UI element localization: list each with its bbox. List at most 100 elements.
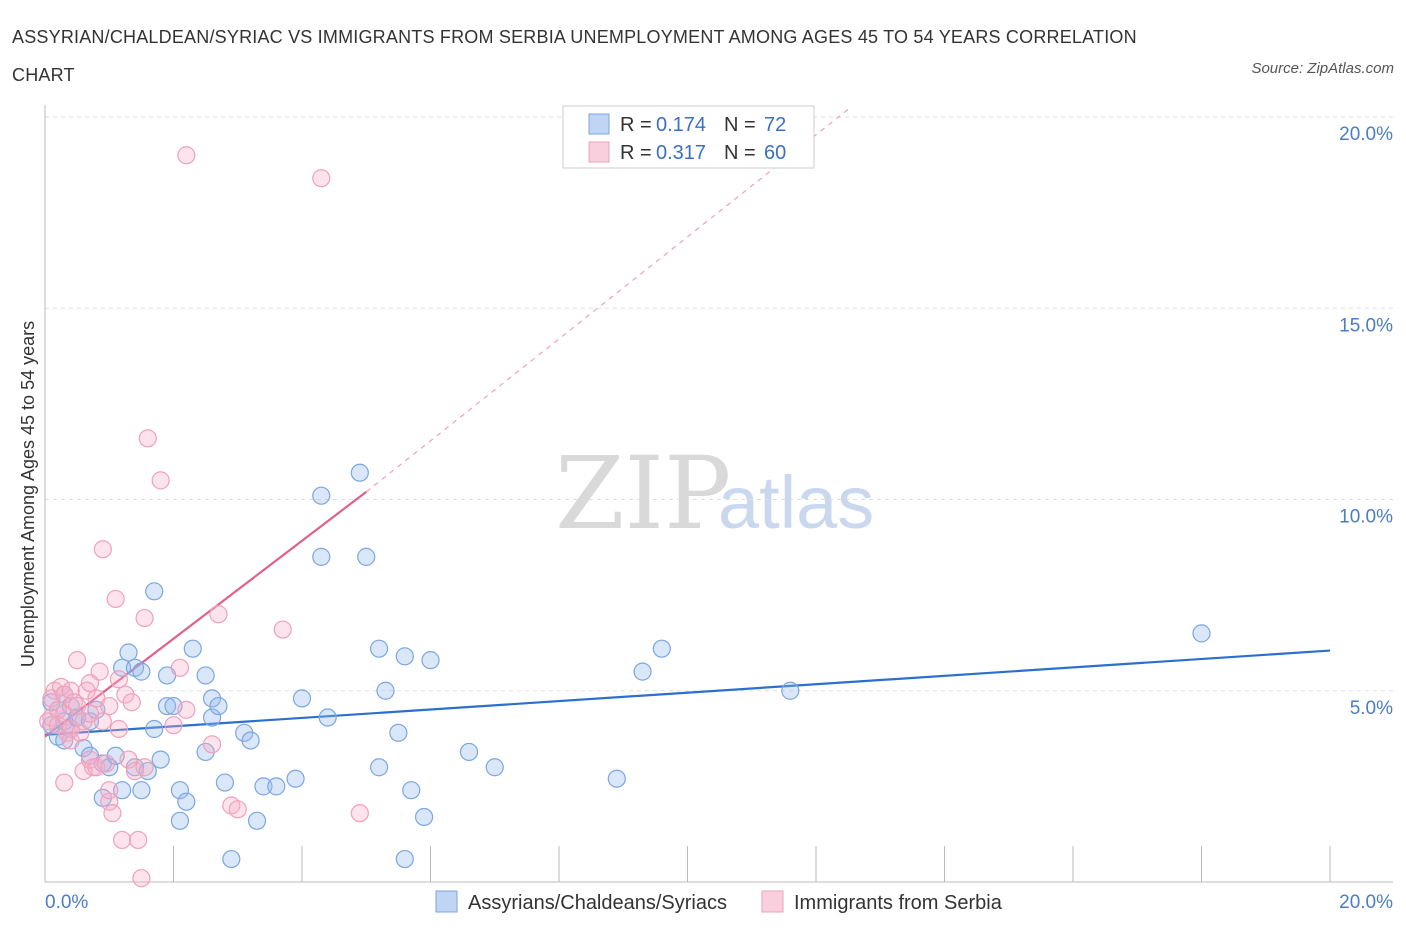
watermark-zip: ZIP: [555, 435, 731, 552]
y-tick-labels: 5.0% 10.0% 15.0% 20.0%: [1339, 124, 1393, 719]
assyrian-point: [254, 777, 273, 796]
serbia-point: [103, 804, 122, 823]
assyrian-point: [222, 849, 241, 869]
assyrian-point: [485, 758, 504, 777]
legend-box: R = 0.174 N = 72 R = 0.317 N = 60: [562, 105, 815, 169]
x-tick-label-max: 20.0%: [1339, 892, 1393, 913]
axes: [44, 105, 1393, 883]
chart-title: ASSYRIAN/CHALDEAN/SYRIAC VS IMMIGRANTS F…: [12, 27, 1137, 85]
chart-source: Source: ZipAtlas.com: [1251, 60, 1394, 77]
serbia-point: [71, 723, 90, 742]
assyrian-point: [312, 547, 331, 566]
assyrian-point: [241, 731, 260, 750]
assyrian-point: [209, 696, 228, 716]
x-tick-label-min: 0.0%: [45, 892, 88, 913]
assyrian-point: [151, 750, 170, 769]
assyrian-point: [652, 639, 671, 658]
serbia-point: [100, 781, 119, 800]
serbia-point: [90, 662, 109, 681]
assyrian-point: [1192, 624, 1211, 643]
assyrian-point: [177, 792, 196, 811]
serbia-point: [125, 761, 145, 781]
serbia-point: [112, 830, 132, 850]
assyrian-point: [119, 643, 138, 662]
serbia-point: [61, 681, 80, 700]
serbia-point: [119, 750, 138, 769]
bottom-legend-label-1: Assyrians/Chaldeans/Syriacs: [468, 892, 727, 914]
y-axis-title: Unemployment Among Ages 45 to 54 years: [18, 321, 38, 667]
assyrian-point: [157, 696, 177, 716]
y-tick-label-2: 15.0%: [1339, 315, 1393, 336]
x-tick-labels: 0.0% 20.0%: [45, 892, 1393, 913]
serbia-point: [164, 716, 183, 735]
data-points: [39, 146, 1211, 888]
assyrian-point: [247, 811, 267, 830]
serbia-point: [135, 758, 154, 777]
assyrian-point: [370, 639, 389, 658]
bottom-legend-label-2: Immigrants from Serbia: [794, 892, 1003, 914]
legend-n-value-1: 72: [764, 114, 786, 136]
assyrian-point: [170, 811, 190, 830]
bottom-legend-swatch-blue: [435, 890, 458, 913]
assyrian-point: [633, 662, 652, 681]
assyrian-point: [145, 719, 164, 739]
serbia-point: [129, 830, 148, 850]
serbia-trend-line: [44, 490, 367, 738]
serbia-point: [61, 731, 80, 750]
serbia-point: [350, 804, 369, 823]
serbia-point: [209, 605, 228, 624]
serbia-point: [177, 146, 196, 165]
assyrian-point: [292, 689, 312, 708]
legend-n-label-2: N =: [724, 142, 756, 164]
bottom-legend-swatch-pink: [761, 890, 784, 913]
serbia-point: [96, 754, 116, 773]
assyrian-point: [286, 769, 305, 788]
assyrian-point: [112, 781, 132, 800]
assyrian-point: [132, 662, 151, 681]
trend-lines: [44, 108, 1331, 738]
y-tick-label-0: 5.0%: [1350, 698, 1393, 719]
serbia-point: [177, 700, 196, 719]
serbia-point: [122, 693, 141, 712]
assyrian-point: [395, 849, 414, 869]
assyrian-point: [132, 781, 151, 800]
assyrian-point: [389, 723, 408, 742]
assyrian-point: [312, 486, 331, 505]
assyrian-point: [202, 708, 222, 727]
assyrian-point: [376, 681, 395, 700]
legend-swatch-pink: [588, 141, 610, 163]
serbia-point: [87, 758, 106, 777]
serbia-point: [93, 540, 112, 559]
assyrian-trend-line: [44, 649, 1331, 736]
y-tick-label-3: 20.0%: [1339, 124, 1393, 145]
assyrian-point: [421, 651, 440, 670]
watermark: ZIP atlas: [555, 435, 874, 552]
assyrian-point: [414, 807, 434, 827]
serbia-point: [109, 670, 128, 689]
assyrian-point: [357, 547, 376, 566]
assyrian-point: [183, 639, 202, 658]
bottom-legend: Assyrians/Chaldeans/Syriacs Immigrants f…: [435, 890, 1003, 914]
assyrian-point: [112, 658, 132, 677]
serbia-point: [138, 429, 157, 448]
serbia-point: [312, 169, 331, 188]
serbia-point: [55, 773, 74, 792]
assyrian-point: [350, 463, 369, 482]
assyrian-point: [170, 781, 190, 800]
assyrian-point: [402, 781, 421, 800]
serbia-point: [93, 712, 112, 731]
assyrian-point: [607, 769, 626, 788]
legend-r-label-2: R =: [620, 142, 652, 164]
legend-r-value-1: 0.174: [656, 114, 706, 136]
assyrian-point: [318, 708, 337, 727]
serbia-point: [135, 608, 154, 628]
legend-r-label-1: R =: [620, 114, 652, 136]
grid: [45, 116, 1393, 692]
legend-n-value-2: 60: [764, 142, 786, 164]
serbia-point: [228, 800, 247, 819]
legend-r-value-2: 0.317: [656, 142, 706, 164]
serbia-point: [170, 658, 190, 677]
serbia-point: [273, 620, 292, 639]
serbia-point: [68, 651, 87, 670]
